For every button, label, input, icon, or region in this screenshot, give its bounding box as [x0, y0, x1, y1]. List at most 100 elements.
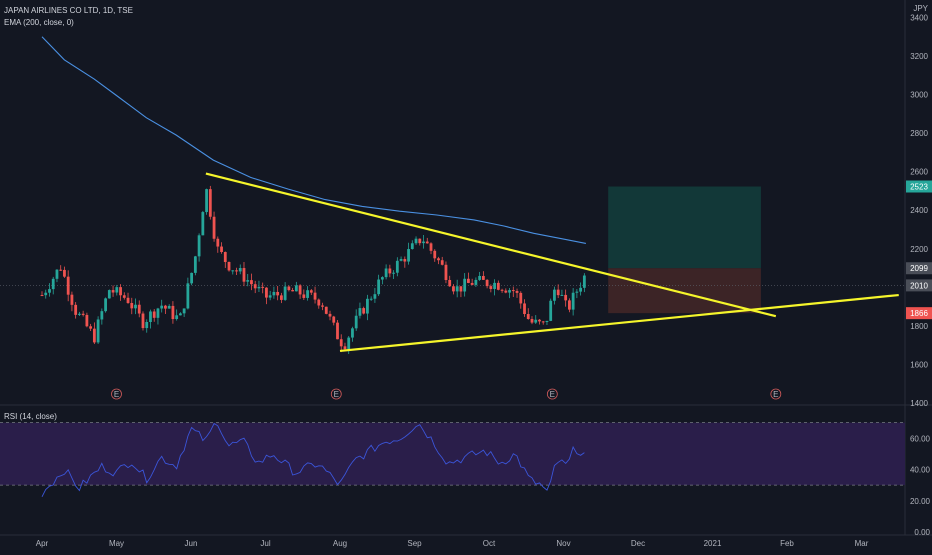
candle-body [55, 269, 59, 279]
ema-line [41, 36, 587, 244]
candle-body [369, 298, 373, 300]
candle-body [40, 295, 44, 297]
candle-body [78, 313, 81, 315]
time-tick-label: Sep [407, 539, 422, 548]
candle-body [534, 319, 538, 323]
price-tick-label: 2600 [910, 168, 928, 177]
candle-body [567, 300, 571, 310]
candle-body [257, 286, 261, 289]
candle-body [126, 297, 130, 303]
candle-body [410, 243, 414, 250]
earnings-marker-label: E [550, 390, 555, 399]
candle-body [70, 294, 74, 305]
candle-body [44, 292, 48, 296]
candle-body [309, 290, 313, 293]
candle-body [358, 308, 362, 316]
candle-body [220, 246, 223, 253]
rsi-tick-label: 40.00 [910, 466, 931, 475]
candle-body [437, 258, 440, 261]
time-tick-label: 2021 [704, 539, 722, 548]
candle-body [493, 282, 496, 289]
earnings-marker-label: E [773, 390, 778, 399]
candle-body [272, 291, 276, 296]
candle-body [418, 238, 422, 244]
candle-body [380, 277, 384, 280]
candle-body [526, 314, 530, 319]
candle-body [556, 289, 560, 296]
candle-body [470, 282, 474, 285]
candle-body [92, 328, 96, 343]
candle-body [149, 311, 152, 323]
candle-body [48, 289, 51, 293]
candle-body [452, 286, 455, 292]
price-tick-label: 3400 [910, 13, 928, 22]
candle-body [511, 290, 515, 292]
candle-body [167, 305, 171, 309]
candle-body [467, 278, 470, 283]
earnings-marker [330, 388, 342, 400]
candle-body [104, 298, 107, 312]
candle-body [414, 238, 418, 244]
candle-body [238, 268, 242, 272]
candle-body [265, 287, 268, 298]
candle-body [134, 304, 137, 309]
candle-body [440, 260, 444, 265]
candle-body [384, 268, 388, 278]
candle-body [261, 286, 265, 288]
time-tick-label: Aug [333, 539, 347, 548]
candle-body [366, 298, 369, 314]
price-tick-label: 3200 [910, 52, 928, 61]
candle-body [253, 284, 257, 289]
candle-body [182, 308, 186, 314]
candle-body [388, 268, 392, 274]
candle-body [317, 299, 321, 306]
candle-body [107, 290, 111, 299]
candle-body [89, 326, 93, 329]
earnings-marker [770, 388, 782, 400]
candle-body [175, 315, 179, 320]
candle-body [407, 249, 410, 262]
candle-body [463, 278, 467, 292]
candle-body [197, 235, 201, 257]
candle-body [328, 313, 332, 317]
candle-body [250, 280, 253, 285]
candle-body [508, 290, 511, 293]
candle-body [422, 241, 425, 244]
time-tick-label: Apr [36, 539, 49, 548]
candle-body [160, 305, 164, 309]
candle-body [111, 290, 115, 293]
candle-body [582, 275, 586, 288]
candle-body [208, 189, 212, 217]
candle-body [579, 287, 583, 292]
candle-body [459, 286, 463, 292]
candle-body [433, 250, 437, 259]
target-zone [608, 186, 761, 269]
candle-body [455, 286, 459, 292]
earnings-marker-label: E [334, 390, 339, 399]
trendline [205, 172, 777, 318]
candle-body [429, 243, 433, 251]
candle-body [122, 295, 126, 298]
candle-body [549, 300, 553, 321]
time-tick-label: Jun [185, 539, 198, 548]
candle-body [373, 294, 377, 299]
candle-body [145, 322, 149, 329]
candle-body [377, 279, 381, 295]
ema-legend: EMA (200, close, 0) [4, 18, 74, 27]
candle-body [474, 279, 478, 285]
candle-body [519, 292, 523, 304]
candle-body [287, 286, 291, 291]
candle-body [496, 282, 500, 290]
candle-body [523, 303, 526, 315]
candle-body [347, 337, 351, 350]
candle-body [298, 285, 302, 295]
candle-body [336, 322, 339, 340]
candle-body [51, 278, 55, 290]
rsi-band [0, 422, 905, 486]
candle-body [164, 305, 167, 309]
candle-body [283, 286, 287, 300]
candle-body [500, 289, 504, 291]
price-label-box [906, 279, 932, 292]
